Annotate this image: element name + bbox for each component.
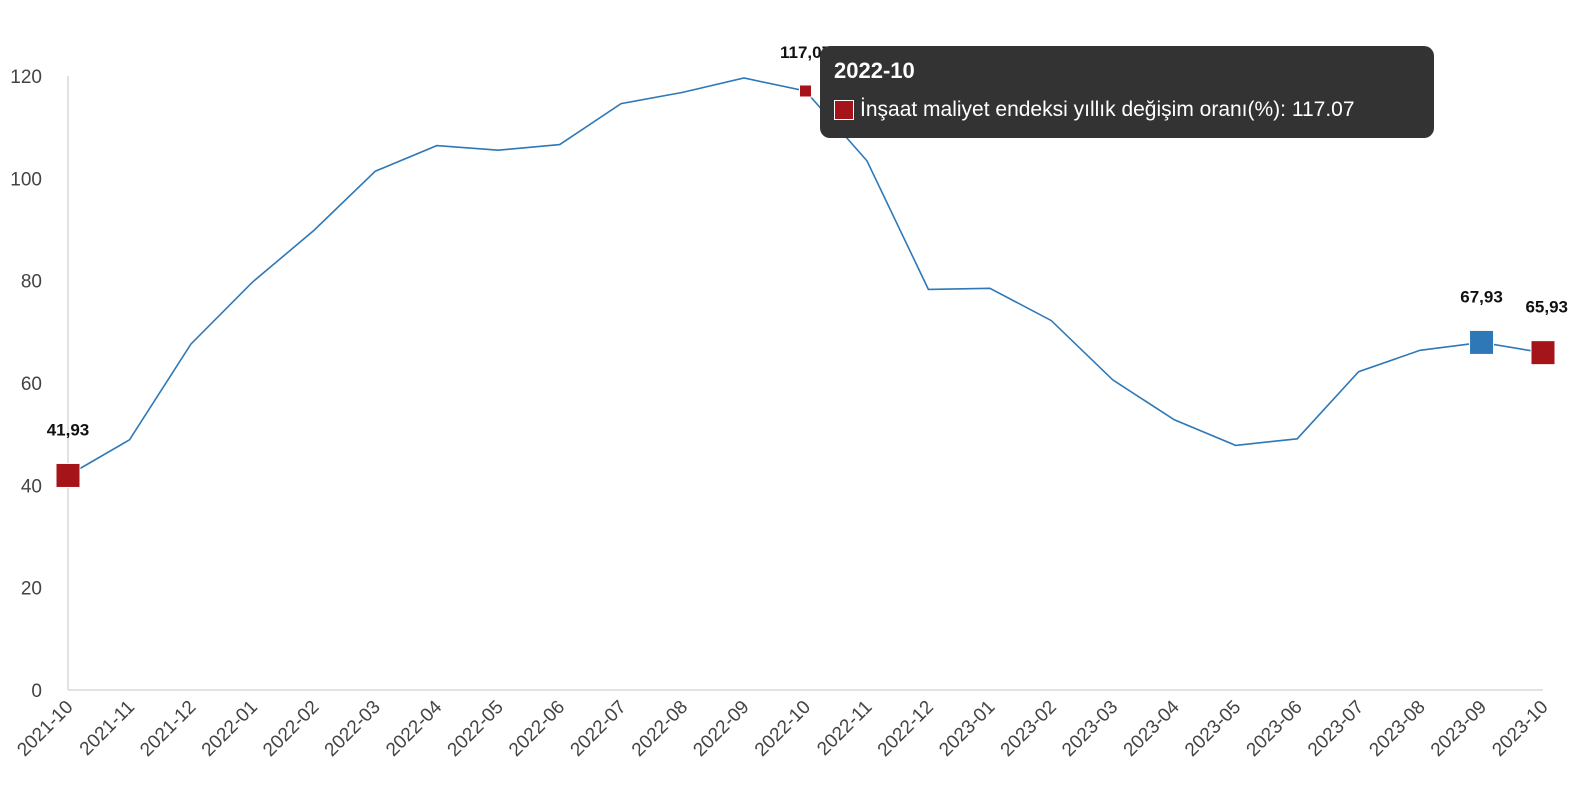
y-tick-label: 40	[21, 476, 42, 497]
x-tick-label: 2021-12	[136, 697, 200, 761]
data-labels: 41,93 117,07 67,93 65,93	[47, 43, 1568, 439]
y-tick-label: 100	[10, 169, 42, 190]
y-tick-label: 60	[21, 374, 42, 395]
x-tick-label: 2022-10	[751, 697, 815, 761]
x-tick-label: 2023-09	[1427, 697, 1491, 761]
tooltip-series-swatch	[834, 100, 854, 120]
annotation-markers[interactable]	[55, 84, 1556, 488]
tooltip-title: 2022-10	[834, 58, 915, 83]
data-label: 41,93	[47, 420, 90, 439]
x-tick-label: 2023-02	[997, 697, 1061, 761]
x-tick-label: 2022-06	[505, 697, 569, 761]
data-point-marker[interactable]	[1530, 340, 1556, 366]
x-tick-label: 2023-07	[1304, 697, 1368, 761]
y-tick-label: 0	[31, 681, 42, 702]
x-tick-label: 2023-01	[935, 697, 999, 761]
x-tick-label: 2022-02	[259, 697, 323, 761]
data-point-marker[interactable]	[799, 84, 812, 98]
x-tick-label: 2022-08	[628, 697, 692, 761]
x-tick-label: 2022-03	[321, 697, 385, 761]
x-tick-label: 2023-06	[1243, 697, 1307, 761]
data-point-marker[interactable]	[55, 462, 81, 488]
x-tick-label: 2022-07	[567, 697, 631, 761]
y-tick-label: 80	[21, 272, 42, 293]
data-label: 67,93	[1460, 287, 1503, 306]
tooltip-row: İnşaat maliyet endeksi yıllık değişim or…	[834, 98, 1420, 122]
x-tick-label: 2022-04	[382, 696, 446, 760]
x-tick-label: 2022-11	[813, 697, 876, 760]
x-axis-ticks: 2021-102021-112021-122022-012022-022022-…	[13, 696, 1552, 760]
x-tick-label: 2022-05	[444, 697, 508, 761]
x-tick-label: 2022-09	[689, 697, 753, 761]
chart-axes	[67, 76, 1543, 691]
data-label: 65,93	[1525, 298, 1568, 317]
data-label: 117,07	[780, 43, 831, 62]
x-tick-label: 2023-05	[1181, 697, 1245, 761]
tooltip-series-label: İnşaat maliyet endeksi yıllık değişim or…	[860, 98, 1281, 121]
x-tick-label: 2023-10	[1488, 697, 1552, 761]
data-point-marker[interactable]	[1469, 329, 1495, 355]
tooltip-separator: :	[1280, 98, 1292, 121]
x-tick-label: 2022-12	[874, 697, 938, 761]
y-tick-label: 120	[10, 67, 42, 88]
y-tick-label: 20	[21, 579, 42, 600]
x-tick-label: 2021-10	[13, 697, 77, 761]
y-axis-ticks: 0 20 40 60 80 100 120	[10, 67, 42, 702]
x-tick-label: 2022-01	[198, 697, 262, 761]
x-tick-label: 2023-04	[1120, 696, 1184, 760]
chart-tooltip: 2022-10 İnşaat maliyet endeksi yıllık de…	[820, 46, 1434, 138]
tooltip-value: 117.07	[1291, 98, 1355, 121]
x-tick-label: 2021-11	[76, 697, 139, 760]
x-tick-label: 2023-03	[1058, 697, 1122, 761]
x-tick-label: 2023-08	[1365, 697, 1429, 761]
